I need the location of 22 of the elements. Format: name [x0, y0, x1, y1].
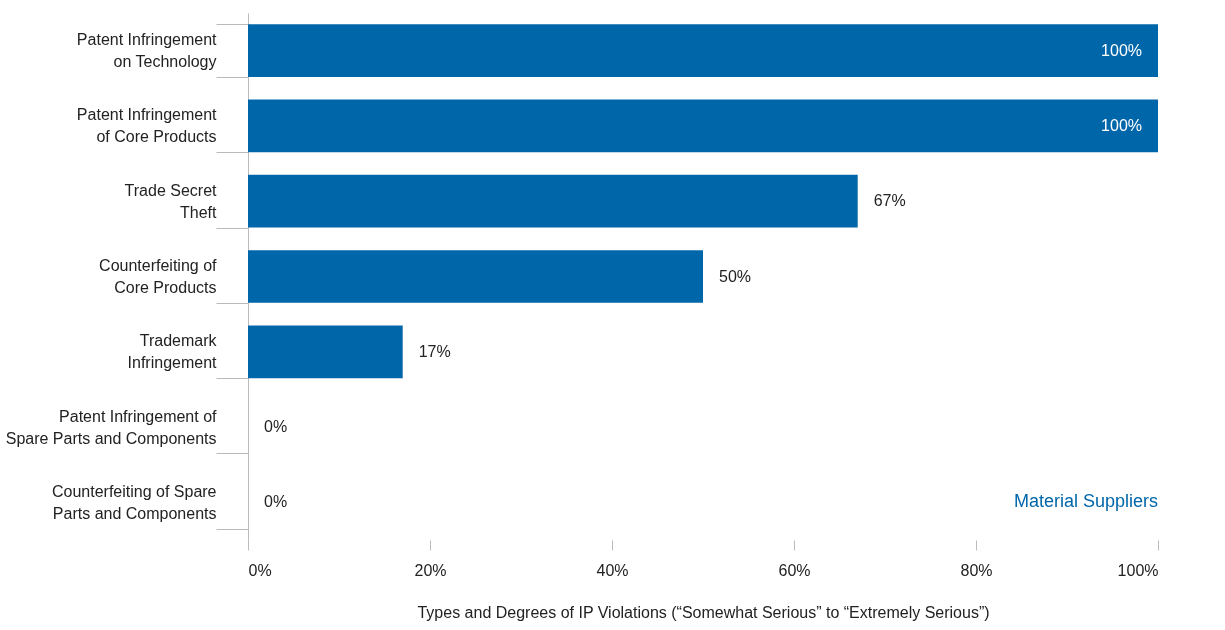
- y-tick-label: Patent Infringement of Spare Parts and Components: [5, 407, 218, 447]
- text: 17%: [418, 342, 451, 360]
- x-axis-title: Types and Degrees of IP Violations (“Somewhat Serious” to “Extremely Serious”): [417, 603, 990, 621]
- x-tick-label: 20%: [414, 561, 447, 579]
- text: 100%: [1101, 41, 1142, 59]
- y-tick-label: Trade Secret Theft: [124, 181, 218, 221]
- text: 50%: [719, 267, 752, 285]
- y-tick-label: Trademark Infringement: [127, 332, 218, 372]
- x-tick-label: 80%: [960, 561, 993, 579]
- text: 0%: [264, 493, 288, 511]
- x-tick-label: 0%: [248, 561, 272, 579]
- y-tick-label: Patent Infringement of Core Products: [76, 106, 218, 146]
- text: 67%: [873, 192, 906, 210]
- text: Material Suppliers: [1013, 491, 1158, 512]
- x-tick-label: 40%: [596, 561, 629, 579]
- x-tick-label: 100%: [1117, 561, 1159, 579]
- y-tick-label: Patent Infringement on Technology: [76, 31, 218, 71]
- text: 0%: [264, 418, 288, 436]
- text: 100%: [1101, 116, 1142, 134]
- y-tick-label: Counterfeiting of Core Products: [99, 257, 218, 296]
- y-tick-label: Counterfeiting of Spare Parts and Components: [51, 482, 217, 522]
- x-tick-label: 60%: [778, 561, 811, 579]
